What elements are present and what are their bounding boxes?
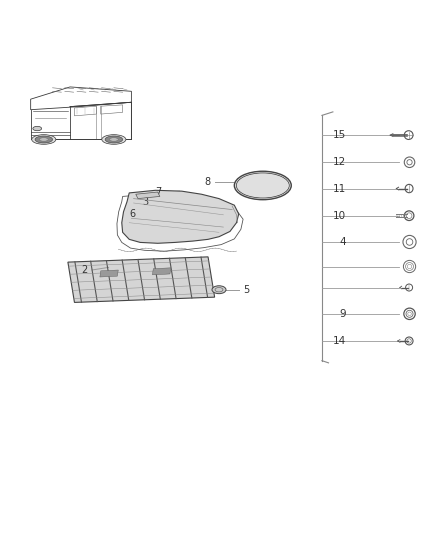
Ellipse shape bbox=[39, 138, 48, 141]
Text: 4: 4 bbox=[339, 237, 346, 247]
Text: 6: 6 bbox=[130, 209, 136, 219]
Polygon shape bbox=[136, 192, 160, 199]
Ellipse shape bbox=[105, 136, 123, 143]
Text: 5: 5 bbox=[243, 285, 249, 295]
Ellipse shape bbox=[234, 171, 291, 200]
Polygon shape bbox=[122, 190, 239, 243]
Text: 12: 12 bbox=[333, 157, 346, 167]
Text: 8: 8 bbox=[204, 177, 210, 187]
Text: 9: 9 bbox=[339, 309, 346, 319]
Ellipse shape bbox=[33, 126, 42, 131]
Polygon shape bbox=[152, 268, 171, 275]
Ellipse shape bbox=[212, 286, 226, 294]
Ellipse shape bbox=[102, 135, 126, 144]
Ellipse shape bbox=[35, 136, 53, 143]
Polygon shape bbox=[100, 270, 118, 277]
Polygon shape bbox=[68, 257, 215, 302]
Text: 10: 10 bbox=[333, 211, 346, 221]
Ellipse shape bbox=[32, 135, 56, 144]
Text: 3: 3 bbox=[142, 197, 148, 207]
Text: 2: 2 bbox=[81, 265, 88, 275]
Text: 15: 15 bbox=[333, 130, 346, 140]
Ellipse shape bbox=[110, 138, 118, 141]
Text: 11: 11 bbox=[333, 183, 346, 193]
Text: 14: 14 bbox=[333, 336, 346, 346]
Text: 7: 7 bbox=[155, 187, 161, 197]
